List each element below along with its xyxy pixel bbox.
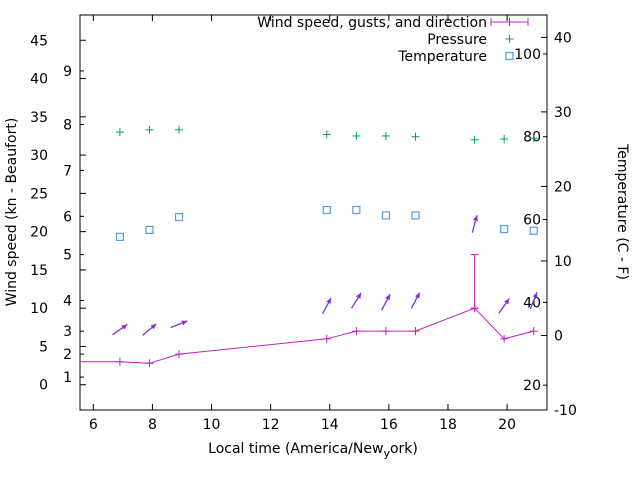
wind-direction-arrowhead	[181, 320, 188, 326]
c-tick-label: 30	[554, 105, 572, 121]
wind-direction-arrowhead	[532, 292, 538, 299]
temperature-marker	[529, 226, 538, 235]
x-axis-label: Local time (America/Newyork)	[208, 441, 418, 460]
wind-direction-arrowhead	[473, 215, 478, 222]
f-tick-label: 80	[523, 130, 541, 146]
kn-tick-label: 0	[39, 378, 48, 394]
temperature-marker	[411, 211, 420, 220]
c-tick-label: 40	[554, 30, 572, 46]
x-tick-label: 6	[89, 417, 98, 433]
temperature-marker	[352, 205, 361, 215]
wind-direction-arrowhead	[326, 297, 332, 304]
y-left-axis-label: Wind speed (kn - Beaufort)	[4, 118, 20, 307]
x-tick-label: 10	[203, 417, 221, 433]
x-tick-label: 8	[148, 417, 157, 433]
x-tick-label: 20	[498, 417, 516, 433]
temperature-marker	[500, 224, 509, 234]
wind-direction-arrowhead	[121, 324, 128, 330]
y-right-axis-label: Temperature (C - F)	[614, 143, 630, 280]
wind-speed-line	[80, 307, 534, 364]
kn-tick-label: 15	[30, 263, 48, 279]
legend-label-temperature: Temperature	[397, 49, 487, 65]
series	[80, 125, 538, 368]
kn-tick-label: 20	[30, 225, 48, 241]
c-tick-label: 0	[554, 328, 563, 344]
c-tick-label: -10	[554, 403, 577, 419]
beaufort-tick-label: 3	[63, 324, 72, 340]
beaufort-tick-label: 4	[63, 294, 72, 310]
x-tick-label: 16	[380, 417, 398, 433]
beaufort-tick-label: 2	[63, 347, 72, 363]
kn-tick-label: 45	[30, 33, 48, 49]
x-tick-label: 14	[321, 417, 339, 433]
beaufort-tick-label: 8	[63, 117, 72, 133]
legend-sample-temperature	[505, 51, 514, 61]
wind-direction-arrowhead	[150, 323, 157, 330]
wind-direction-arrowhead	[414, 292, 420, 299]
temperature-marker	[115, 232, 125, 242]
f-tick-label: 100	[514, 47, 541, 63]
f-tick-label: 20	[523, 378, 541, 394]
x-tick-label: 12	[262, 417, 280, 433]
kn-tick-label: 30	[30, 148, 48, 164]
temperature-marker	[381, 211, 391, 220]
wind-direction-arrowhead	[356, 292, 362, 299]
legend-label-wind: Wind speed, gusts, and direction	[257, 15, 487, 31]
wind-direction-arrowhead	[385, 294, 391, 301]
plot-border	[79, 14, 548, 411]
beaufort-tick-label: 1	[63, 370, 72, 386]
c-tick-label: 10	[554, 254, 572, 270]
kn-tick-label: 5	[39, 339, 48, 355]
x-tick-label: 18	[439, 417, 457, 433]
legend-label-pressure: Pressure	[427, 32, 487, 48]
temperature-marker	[322, 205, 331, 215]
beaufort-tick-label: 6	[63, 209, 72, 225]
beaufort-tick-label: 5	[63, 248, 72, 264]
kn-tick-label: 10	[30, 301, 48, 317]
kn-tick-label: 35	[30, 110, 48, 126]
f-tick-label: 60	[523, 213, 541, 229]
beaufort-tick-label: 9	[63, 64, 72, 80]
c-tick-label: 20	[554, 179, 572, 195]
temperature-marker	[145, 225, 154, 234]
axes: 6 8 10 12 14 16 18 2005101520253035404512345678…	[30, 14, 577, 433]
wind-direction-arrowhead	[504, 298, 510, 305]
temperature-marker	[174, 212, 184, 222]
kn-tick-label: 25	[30, 186, 48, 202]
kn-tick-label: 40	[30, 72, 48, 88]
legend-samples	[490, 18, 529, 61]
beaufort-tick-label: 7	[63, 163, 72, 179]
